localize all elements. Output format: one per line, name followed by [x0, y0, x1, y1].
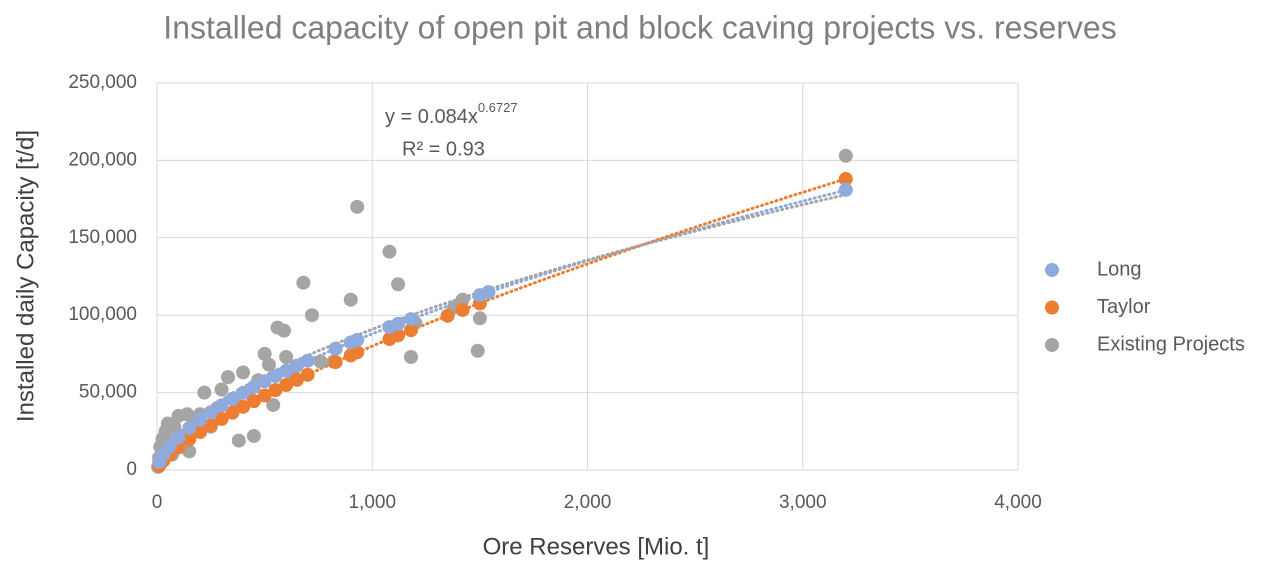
- r-squared: R² = 0.93: [402, 138, 485, 160]
- point: [350, 199, 365, 214]
- point: [403, 323, 418, 338]
- x-tick-label: 4,000: [994, 492, 1042, 513]
- point: [225, 405, 240, 420]
- point: [470, 343, 485, 358]
- point: [838, 171, 853, 186]
- y-tick-label: 0: [126, 459, 137, 480]
- point: [279, 363, 294, 378]
- y-tick-label: 50,000: [79, 382, 137, 403]
- x-tick-label: 0: [152, 492, 163, 513]
- point: [171, 430, 186, 445]
- legend-marker: [1045, 300, 1059, 315]
- legend-label: Taylor: [1097, 296, 1151, 318]
- point: [472, 311, 487, 326]
- point: [343, 292, 358, 307]
- legend-label: Existing Projects: [1097, 333, 1245, 355]
- point: [193, 425, 208, 440]
- point: [182, 420, 197, 435]
- chart-title: Installed capacity of open pit and block…: [163, 9, 1116, 45]
- points: [151, 148, 853, 474]
- y-axis-title: Installed daily Capacity [t/d]: [12, 130, 39, 422]
- point: [403, 312, 418, 327]
- point: [221, 370, 236, 385]
- point: [203, 405, 218, 420]
- point: [268, 369, 283, 384]
- point: [268, 383, 283, 398]
- point: [236, 399, 251, 414]
- point: [246, 379, 261, 394]
- equation: y = 0.084x0.6727: [385, 100, 518, 128]
- point: [382, 244, 397, 259]
- point: [391, 316, 406, 331]
- point: [193, 412, 208, 427]
- x-tick-label: 1,000: [348, 492, 396, 513]
- point: [300, 367, 315, 382]
- point: [257, 388, 272, 403]
- point: [203, 418, 218, 433]
- legend-marker: [1045, 263, 1059, 277]
- point: [246, 394, 261, 409]
- point: [328, 341, 343, 356]
- trendlines: [156, 177, 848, 468]
- legend: Long Taylor Existing Projects: [1045, 258, 1245, 355]
- point: [257, 374, 272, 389]
- point: [279, 349, 294, 364]
- point: [300, 353, 315, 368]
- point: [350, 332, 365, 347]
- point: [214, 382, 229, 397]
- y-tick-label: 100,000: [68, 304, 137, 325]
- point: [261, 357, 276, 372]
- trendline: [156, 193, 848, 465]
- point: [266, 397, 281, 412]
- y-tick-label: 150,000: [68, 227, 137, 248]
- point: [296, 275, 311, 290]
- point: [440, 308, 455, 323]
- point: [246, 428, 261, 443]
- point: [236, 385, 251, 400]
- point: [279, 378, 294, 393]
- point: [455, 302, 470, 317]
- point: [289, 372, 304, 387]
- x-axis-title: Ore Reserves [Mio. t]: [483, 533, 710, 560]
- point: [214, 398, 229, 413]
- point: [197, 385, 212, 400]
- point: [167, 419, 182, 434]
- x-tick-label: 3,000: [779, 492, 827, 513]
- y-tick-label: 200,000: [68, 149, 137, 170]
- point: [391, 277, 406, 292]
- x-tick-label: 2,000: [564, 492, 612, 513]
- point: [304, 308, 319, 323]
- equation-base: y = 0.084x: [385, 106, 478, 128]
- grid: 0 50,000 100,000 150,000 200,000 250,000 0 1,00…: [68, 72, 1041, 513]
- point: [214, 411, 229, 426]
- point: [350, 345, 365, 360]
- point: [182, 432, 197, 447]
- point: [236, 365, 251, 380]
- point: [257, 346, 272, 361]
- point: [838, 148, 853, 163]
- point: [162, 439, 177, 454]
- legend-marker: [1045, 338, 1059, 352]
- trendline: [157, 188, 848, 464]
- point: [403, 349, 418, 364]
- point: [313, 354, 328, 369]
- point: [838, 182, 853, 197]
- point: [481, 285, 496, 300]
- point: [180, 407, 195, 422]
- point: [225, 391, 240, 406]
- trendline: [157, 177, 848, 468]
- equation-exponent: 0.6727: [478, 100, 518, 115]
- point: [289, 358, 304, 373]
- point: [231, 433, 246, 448]
- point: [276, 323, 291, 338]
- y-tick-label: 250,000: [68, 72, 137, 93]
- point: [455, 292, 470, 307]
- legend-label: Long: [1097, 258, 1142, 280]
- point: [328, 355, 343, 370]
- point: [182, 444, 197, 459]
